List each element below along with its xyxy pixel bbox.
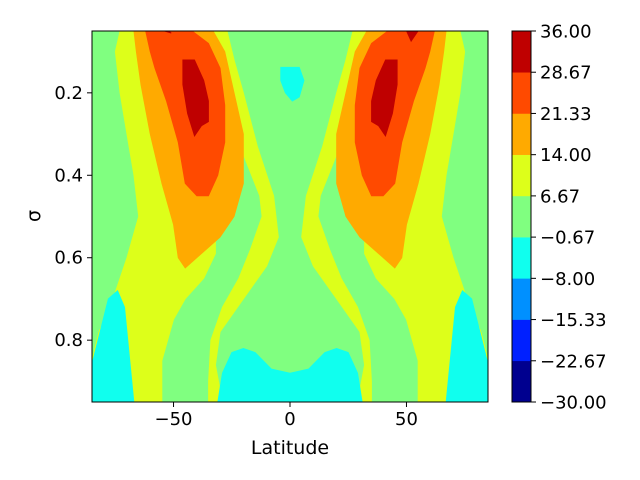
x-axis: −50 0 50 [155, 402, 418, 430]
colorbar-tick-label: −22.67 [540, 351, 607, 372]
colorbar-tick-label: 36.00 [540, 22, 592, 43]
colorbar: 36.00 28.67 21.33 14.00 6.67 −0.67 −8.00 −15.33… [511, 22, 607, 414]
colorbar-block [512, 360, 531, 403]
x-axis-label: Latitude [251, 437, 329, 459]
colorbar-tick-label: 21.33 [540, 104, 592, 125]
colorbar-block [512, 72, 531, 114]
colorbar-tick-label: −8.00 [540, 269, 595, 290]
y-tick-label: 0.4 [54, 165, 83, 186]
colorbar-block [512, 319, 531, 362]
colorbar-tick-label: 6.67 [540, 186, 580, 207]
y-tick-label: 0.8 [54, 330, 83, 351]
x-tick-label: −50 [155, 409, 193, 430]
contour-region-2-0 [145, 31, 226, 197]
colorbar-block [512, 195, 531, 238]
y-tick-label: 0.2 [54, 83, 83, 104]
contour-region-4-3 [217, 347, 363, 402]
contour-region-4-1 [92, 290, 135, 402]
colorbar-tick-label: −30.00 [540, 393, 607, 414]
contour-region-2-1 [354, 31, 435, 197]
contour-region-0-2 [208, 31, 279, 402]
colorbar-block [512, 237, 531, 279]
contour-region-4-2 [445, 290, 488, 402]
colorbar-blocks [512, 31, 531, 403]
y-axis-label: σ [23, 210, 45, 222]
colorbar-tick-label: −15.33 [540, 310, 607, 331]
colorbar-block [512, 154, 531, 197]
colorbar-frame [511, 30, 532, 403]
colorbar-tick-label: 28.67 [540, 63, 592, 84]
contour-layer [92, 31, 488, 402]
colorbar-ticks: 36.00 28.67 21.33 14.00 6.67 −0.67 −8.00 −15.33… [531, 22, 607, 414]
colorbar-block [512, 278, 531, 320]
contour-region-3-3 [406, 31, 419, 43]
contour-region-3-0 [182, 59, 209, 138]
contour-region-4-0 [280, 66, 305, 102]
colorbar-tick-label: 14.00 [540, 145, 592, 166]
plot-area [91, 30, 489, 403]
x-tick-label: 50 [395, 409, 418, 430]
contour-region-3-2 [164, 31, 172, 34]
x-tick-label: 0 [284, 409, 295, 430]
y-tick-label: 0.6 [54, 248, 83, 269]
colorbar-tick-label: −0.67 [540, 228, 595, 249]
y-axis: 0.2 0.4 0.6 0.8 [54, 83, 92, 351]
colorbar-block [512, 31, 531, 73]
contour-region-3-1 [371, 59, 398, 138]
contour-region-0-3 [301, 31, 372, 402]
colorbar-block [512, 113, 531, 155]
